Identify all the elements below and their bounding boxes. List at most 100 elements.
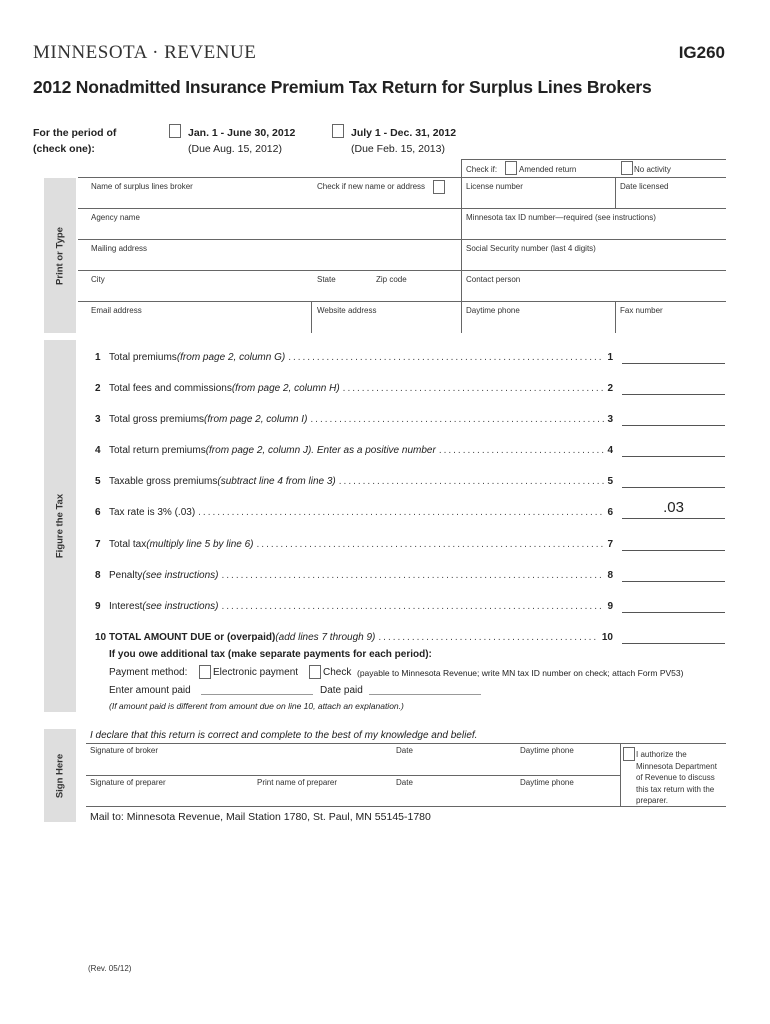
line-text: TOTAL AMOUNT DUE or (overpaid) xyxy=(109,632,276,643)
period-1-checkbox[interactable] xyxy=(169,124,181,138)
check-payment-label: Check xyxy=(323,667,352,678)
line-10-amount-input[interactable] xyxy=(622,643,725,644)
preparer-date-field[interactable]: Date xyxy=(396,778,413,787)
tax-line-7: 7 Total tax (multiply line 5 by line 6) 7 xyxy=(95,539,615,550)
broker-date-field[interactable]: Date xyxy=(396,746,413,755)
period-2-due: (Due Feb. 15, 2013) xyxy=(351,143,445,155)
line-number: 6 xyxy=(95,507,101,518)
line-note: (from page 2, column G) xyxy=(176,352,286,363)
line-end-number: 9 xyxy=(607,601,613,612)
line-text: Taxable gross premiums xyxy=(109,476,218,487)
line-5-amount-input[interactable] xyxy=(622,487,725,488)
fax-field[interactable]: Fax number xyxy=(620,306,663,315)
new-name-checkbox[interactable] xyxy=(433,180,445,194)
new-name-label: Check if new name or address xyxy=(317,182,426,191)
line-end-number: 7 xyxy=(607,539,613,550)
contact-person-field[interactable]: Contact person xyxy=(466,275,521,284)
preparer-signature-field[interactable]: Signature of preparer xyxy=(90,778,166,787)
line-number: 7 xyxy=(95,539,101,550)
daytime-phone-field[interactable]: Daytime phone xyxy=(466,306,520,315)
payment-method-label: Payment method: xyxy=(109,667,188,678)
broker-phone-field[interactable]: Daytime phone xyxy=(520,746,574,755)
line-note: (from page 2, column J). Enter as a posi… xyxy=(205,445,436,456)
line-7-amount-input[interactable] xyxy=(622,550,725,551)
line-number: 3 xyxy=(95,414,101,425)
line-6-value: .03 xyxy=(663,499,684,516)
ssn-field[interactable]: Social Security number (last 4 digits) xyxy=(466,244,596,253)
city-field[interactable]: City xyxy=(91,275,105,284)
line-text: Total premiums xyxy=(109,352,177,363)
period-label-2: (check one): xyxy=(33,143,95,155)
line-2-amount-input[interactable] xyxy=(622,394,725,395)
amount-paid-input[interactable] xyxy=(201,694,313,695)
line-3-amount-input[interactable] xyxy=(622,425,725,426)
leader-dots xyxy=(222,601,605,612)
authorize-checkbox[interactable] xyxy=(623,747,635,761)
broker-signature-field[interactable]: Signature of broker xyxy=(90,746,159,755)
period-1-due: (Due Aug. 15, 2012) xyxy=(188,143,282,155)
line-end-number: 5 xyxy=(607,476,613,487)
sign-here-band: Sign Here xyxy=(44,729,76,822)
line-4-amount-input[interactable] xyxy=(622,456,725,457)
tax-line-3: 3 Total gross premiums (from page 2, colu… xyxy=(95,414,615,425)
line-number: 10 xyxy=(95,632,107,643)
payment-heading: If you owe additional tax (make separate… xyxy=(109,649,432,660)
line-number: 1 xyxy=(95,352,101,363)
license-number-field[interactable]: License number xyxy=(466,182,523,191)
line-number: 8 xyxy=(95,570,101,581)
period-label: For the period of xyxy=(33,127,117,139)
leader-dots xyxy=(439,445,605,456)
preparer-phone-field[interactable]: Daytime phone xyxy=(520,778,574,787)
divider xyxy=(461,159,726,160)
tax-id-field[interactable]: Minnesota tax ID number—required (see in… xyxy=(466,213,656,222)
broker-name-field[interactable]: Name of surplus lines broker xyxy=(91,182,193,191)
line-end-number: 6 xyxy=(607,507,613,518)
tax-line-4: 4 Total return premiums (from page 2, col… xyxy=(95,445,615,456)
date-licensed-field[interactable]: Date licensed xyxy=(620,182,669,191)
leader-dots xyxy=(288,352,604,363)
date-paid-input[interactable] xyxy=(369,694,481,695)
line-note: (see instructions) xyxy=(142,570,219,581)
mailing-address-field[interactable]: Mailing address xyxy=(91,244,148,253)
period-2-label: July 1 - Dec. 31, 2012 xyxy=(351,127,457,139)
line-end-number: 4 xyxy=(607,445,613,456)
tax-line-2: 2 Total fees and commissions (from page 2… xyxy=(95,383,615,394)
figure-the-tax-label: Figure the Tax xyxy=(54,493,66,559)
line-8-amount-input[interactable] xyxy=(622,581,725,582)
line-1-amount-input[interactable] xyxy=(622,363,725,364)
leader-dots xyxy=(310,414,604,425)
line-9-amount-input[interactable] xyxy=(622,612,725,613)
state-field[interactable]: State xyxy=(317,275,336,284)
tax-line-10: 10 TOTAL AMOUNT DUE or (overpaid) (add li… xyxy=(95,632,615,643)
period-2-checkbox[interactable] xyxy=(332,124,344,138)
tax-line-9: 9 Interest (see instructions) 9 xyxy=(95,601,615,612)
line-6-amount-input[interactable] xyxy=(622,518,725,519)
email-field[interactable]: Email address xyxy=(91,306,142,315)
print-or-type-band: Print or Type xyxy=(44,178,76,333)
no-activity-label: No activity xyxy=(634,165,671,174)
line-note: (from page 2, column H) xyxy=(231,383,340,394)
figure-the-tax-band: Figure the Tax xyxy=(44,340,76,712)
website-field[interactable]: Website address xyxy=(317,306,377,315)
line-note: (from page 2, column I) xyxy=(204,414,308,425)
line-note: (subtract line 4 from line 3) xyxy=(217,476,336,487)
line-number: 5 xyxy=(95,476,101,487)
revision-date: (Rev. 05/12) xyxy=(88,964,132,973)
line-text: Total return premiums xyxy=(109,445,206,456)
preparer-name-field[interactable]: Print name of preparer xyxy=(257,778,338,787)
line-number: 4 xyxy=(95,445,101,456)
line-end-number: 10 xyxy=(601,632,613,643)
line-text: Total tax xyxy=(109,539,147,550)
form-title: 2012 Nonadmitted Insurance Premium Tax R… xyxy=(33,77,652,97)
agency-name-field[interactable]: Agency name xyxy=(91,213,140,222)
zip-field[interactable]: Zip code xyxy=(376,275,407,284)
amended-return-checkbox[interactable] xyxy=(505,161,517,175)
date-paid-label: Date paid xyxy=(320,685,363,696)
check-payment-note: (payable to Minnesota Revenue; write MN … xyxy=(357,668,684,678)
check-payment-checkbox[interactable] xyxy=(309,665,321,679)
line-text: Penalty xyxy=(109,570,143,581)
electronic-payment-checkbox[interactable] xyxy=(199,665,211,679)
leader-dots xyxy=(257,539,605,550)
check-if-label: Check if: xyxy=(466,165,498,174)
no-activity-checkbox[interactable] xyxy=(621,161,633,175)
